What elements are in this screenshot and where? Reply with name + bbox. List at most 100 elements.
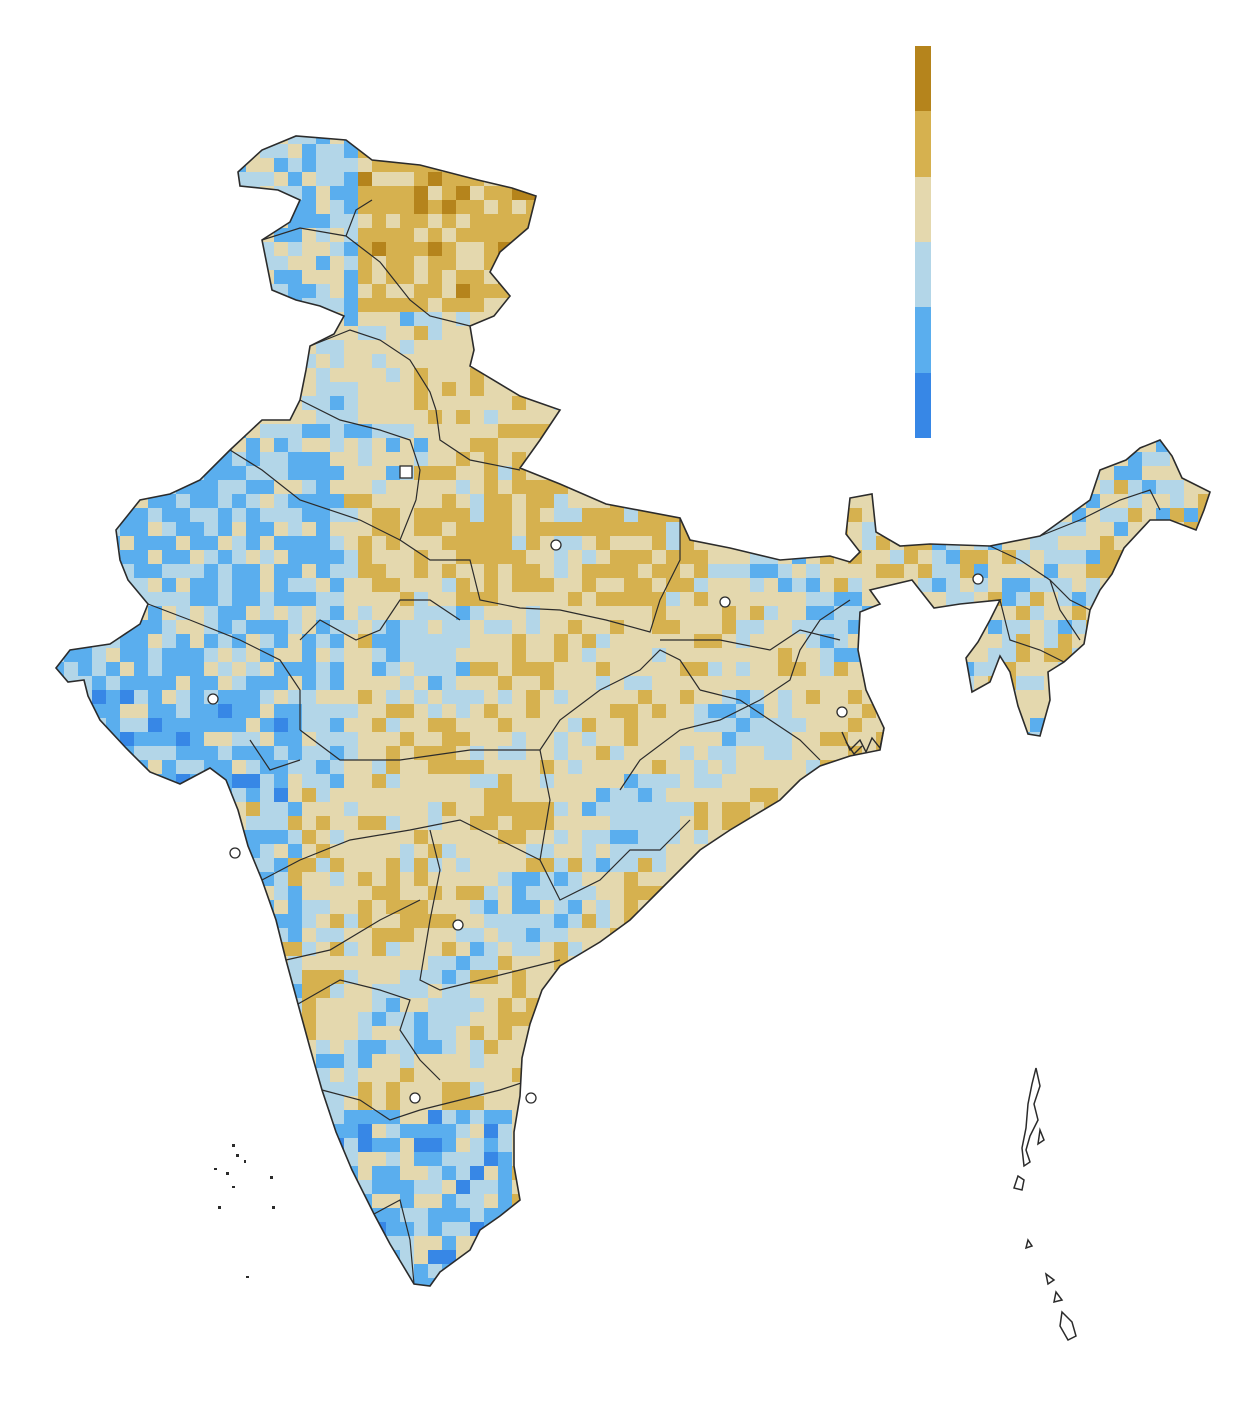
grid-cell [64,634,79,649]
grid-cell [1184,536,1199,551]
grid-cell [638,144,653,159]
grid-cell [120,788,135,803]
grid-cell [750,382,765,397]
grid-cell [680,704,695,719]
grid-cell [1100,214,1115,229]
grid-cell [778,158,793,173]
grid-cell [302,760,317,775]
grid-cell [960,746,975,761]
grid-cell [554,718,569,733]
grid-cell [1212,690,1227,705]
grid-cell [974,802,989,817]
grid-cell [1142,690,1157,705]
grid-cell [848,830,863,845]
grid-cell [890,494,905,509]
grid-cell [932,704,947,719]
grid-cell [988,746,1003,761]
grid-cell [1114,886,1129,901]
grid-cell [1142,214,1157,229]
grid-cell [302,704,317,719]
grid-cell [484,186,499,201]
grid-cell [260,676,275,691]
grid-cell [498,690,513,705]
grid-cell [596,942,611,957]
grid-cell [1114,214,1129,229]
grid-cell [960,522,975,537]
grid-cell [148,242,163,257]
grid-cell [750,270,765,285]
grid-cell [344,396,359,411]
grid-cell [694,270,709,285]
grid-cell [92,690,107,705]
grid-cell [92,928,107,943]
grid-cell [372,228,387,243]
grid-cell [1016,326,1031,341]
grid-cell [1100,522,1115,537]
grid-cell [498,718,513,733]
grid-cell [1170,928,1185,943]
grid-cell [694,788,709,803]
grid-cell [442,186,457,201]
grid-cell [1142,732,1157,747]
grid-cell [92,522,107,537]
grid-cell [176,200,191,215]
grid-cell [512,788,527,803]
grid-cell [218,550,233,565]
grid-cell [722,382,737,397]
grid-cell [652,634,667,649]
grid-cell [358,494,373,509]
grid-cell [694,298,709,313]
grid-cell [78,648,93,663]
grid-cell [708,312,723,327]
grid-cell [316,200,331,215]
grid-cell [1002,732,1017,747]
grid-cell [736,228,751,243]
grid-cell [946,858,961,873]
grid-cell [260,760,275,775]
grid-cell [960,270,975,285]
grid-cell [1128,760,1143,775]
grid-cell [372,298,387,313]
grid-cell [806,844,821,859]
grid-cell [470,396,485,411]
grid-cell [834,690,849,705]
grid-cell [512,494,527,509]
grid-cell [1058,914,1073,929]
grid-cell [498,858,513,873]
grid-cell [386,424,401,439]
grid-cell [988,396,1003,411]
grid-cell [1072,774,1087,789]
grid-cell [1170,578,1185,593]
grid-cell [1142,382,1157,397]
grid-cell [246,690,261,705]
grid-cell [624,136,639,145]
grid-cell [512,382,527,397]
grid-cell [456,144,471,159]
grid-cell [134,592,149,607]
grid-cell [1170,340,1185,355]
grid-cell [764,914,779,929]
grid-cell [358,942,373,957]
grid-cell [1044,410,1059,425]
grid-cell [1170,368,1185,383]
grid-cell [1184,494,1199,509]
grid-cell [456,508,471,523]
grid-cell [862,536,877,551]
grid-cell [470,662,485,677]
grid-cell [442,536,457,551]
grid-cell [344,312,359,327]
grid-cell [764,774,779,789]
grid-cell [302,424,317,439]
grid-cell [1114,382,1129,397]
grid-cell [722,214,737,229]
grid-cell [1100,830,1115,845]
grid-cell [834,788,849,803]
grid-cell [134,438,149,453]
grid-cell [1198,158,1210,173]
grid-cell [974,606,989,621]
grid-cell [764,424,779,439]
grid-cell [806,452,821,467]
grid-cell [470,718,485,733]
grid-cell [918,718,933,733]
grid-cell [1184,732,1199,747]
